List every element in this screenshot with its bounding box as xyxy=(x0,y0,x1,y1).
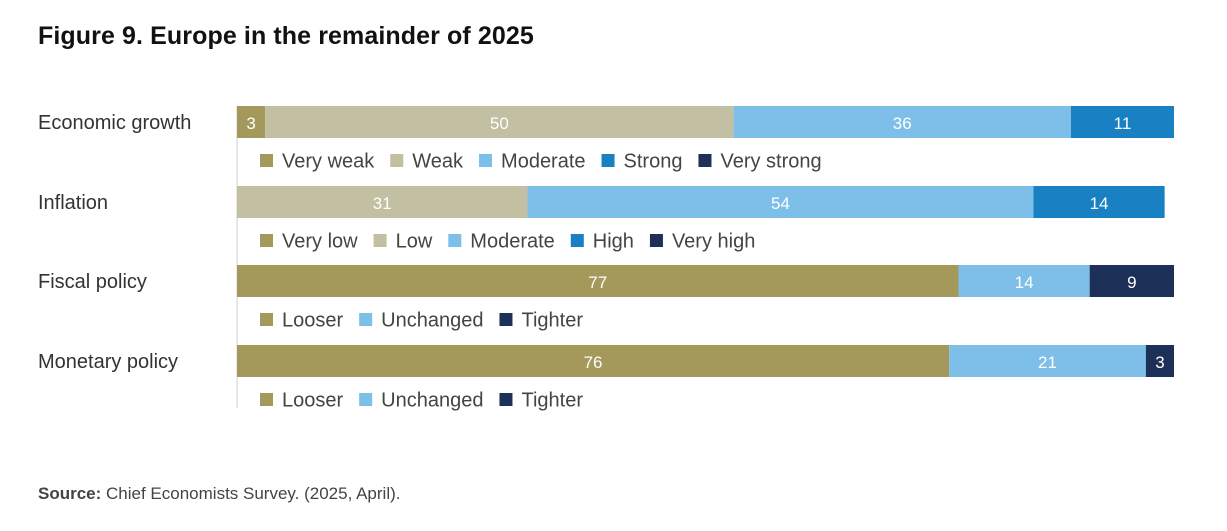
legend-label: Low xyxy=(396,231,433,253)
legend-swatch xyxy=(601,154,615,167)
legend-label: Unchanged xyxy=(381,310,483,332)
legend-label: Weak xyxy=(412,151,464,173)
bar-segment xyxy=(733,106,1071,138)
bar-segment xyxy=(237,106,266,138)
data-label: 54 xyxy=(771,194,790,213)
legend-swatch xyxy=(448,234,462,247)
legend-label: Very low xyxy=(282,231,358,253)
legend-swatch xyxy=(359,313,373,326)
row-label: Monetary policy xyxy=(38,351,178,373)
legend-swatch xyxy=(390,154,404,167)
legend-swatch xyxy=(359,393,373,406)
legend-label: Strong xyxy=(624,151,683,173)
data-label: 21 xyxy=(1038,353,1057,372)
legend-label: Looser xyxy=(282,310,343,332)
data-label: 11 xyxy=(1114,114,1132,133)
legend-swatch xyxy=(499,313,513,326)
bar-segment xyxy=(237,345,950,377)
legend-label: Very weak xyxy=(282,151,375,173)
legend-swatch xyxy=(479,154,493,167)
legend-swatch xyxy=(499,393,513,406)
bar-segment xyxy=(1070,106,1174,138)
bar-segment xyxy=(949,345,1146,377)
legend-swatch xyxy=(260,313,273,326)
bar-segment xyxy=(265,106,734,138)
legend-swatch xyxy=(260,393,273,406)
legend-label: Moderate xyxy=(470,231,555,253)
legend-label: Tighter xyxy=(521,310,583,332)
chart-title: Figure 9. Europe in the remainder of 202… xyxy=(38,22,534,50)
legend-swatch xyxy=(260,234,273,247)
data-label: 14 xyxy=(1015,273,1034,292)
bar-segment xyxy=(1145,345,1174,377)
data-label: 77 xyxy=(588,273,607,292)
legend-label: Very strong xyxy=(720,151,821,173)
legend-label: Unchanged xyxy=(381,390,483,412)
data-label: 3 xyxy=(246,114,255,133)
row-label: Fiscal policy xyxy=(38,271,147,293)
data-label: 9 xyxy=(1127,273,1136,292)
bar-segment xyxy=(1089,265,1174,297)
data-label: 36 xyxy=(893,114,912,133)
data-label: 76 xyxy=(584,353,603,372)
data-label: 50 xyxy=(490,114,509,133)
legend-label: Moderate xyxy=(501,151,586,173)
row-label: Inflation xyxy=(38,192,108,214)
data-label: 31 xyxy=(373,194,392,213)
bar-segment xyxy=(237,186,528,218)
row-label: Economic growth xyxy=(38,112,191,134)
data-label: 3 xyxy=(1155,353,1164,372)
legend-label: High xyxy=(593,231,634,253)
legend-label: Very high xyxy=(672,231,755,253)
source-note: Source: Chief Economists Survey. (2025, … xyxy=(38,484,401,504)
bar-segment xyxy=(958,265,1090,297)
data-label: 14 xyxy=(1090,194,1109,213)
legend-label: Tighter xyxy=(521,390,583,412)
source-label: Source: xyxy=(38,484,102,503)
legend-swatch xyxy=(698,154,712,167)
legend-swatch xyxy=(570,234,584,247)
legend-swatch xyxy=(260,154,273,167)
legend-swatch xyxy=(373,234,387,247)
bar-segment xyxy=(1033,186,1165,218)
bar-segment xyxy=(237,265,959,297)
legend-swatch xyxy=(649,234,663,247)
source-text: Chief Economists Survey. (2025, April). xyxy=(101,484,401,503)
legend-label: Looser xyxy=(282,390,343,412)
bar-segment xyxy=(527,186,1034,218)
